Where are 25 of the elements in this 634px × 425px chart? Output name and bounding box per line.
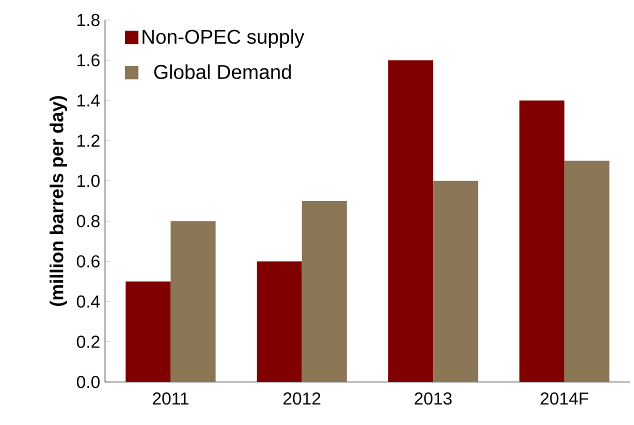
y-tick-label: 1.0 [78, 174, 100, 188]
y-tick-label: 1.6 [78, 54, 100, 66]
bar [126, 281, 171, 382]
bar [564, 160, 610, 382]
y-tick-label: 0.4 [76, 295, 100, 308]
bar [519, 100, 564, 382]
bar [256, 261, 302, 382]
bar [170, 221, 216, 382]
y-tick-label: 0.6 [76, 255, 100, 268]
y-axis-title: (million barrels per day) [50, 96, 68, 306]
x-tick-label: 2014F [540, 392, 588, 405]
y-tick-label: 1.4 [78, 94, 100, 106]
bar [433, 180, 478, 382]
y-tick-label: 0.2 [76, 336, 100, 348]
x-tick-label: 2011 [152, 392, 188, 405]
y-tick-label: 0.0 [76, 376, 100, 388]
x-tick-label: 2013 [414, 392, 452, 405]
bar [302, 201, 347, 382]
y-tick-label: 1.8 [78, 14, 100, 26]
y-tick-label: 0.8 [76, 214, 100, 228]
bar [388, 60, 434, 382]
legend-label: Non-OPEC supply [142, 29, 304, 48]
y-tick-label: 1.2 [78, 134, 100, 147]
x-tick-label: 2012 [283, 392, 320, 405]
legend-label: Global Demand [154, 64, 291, 80]
